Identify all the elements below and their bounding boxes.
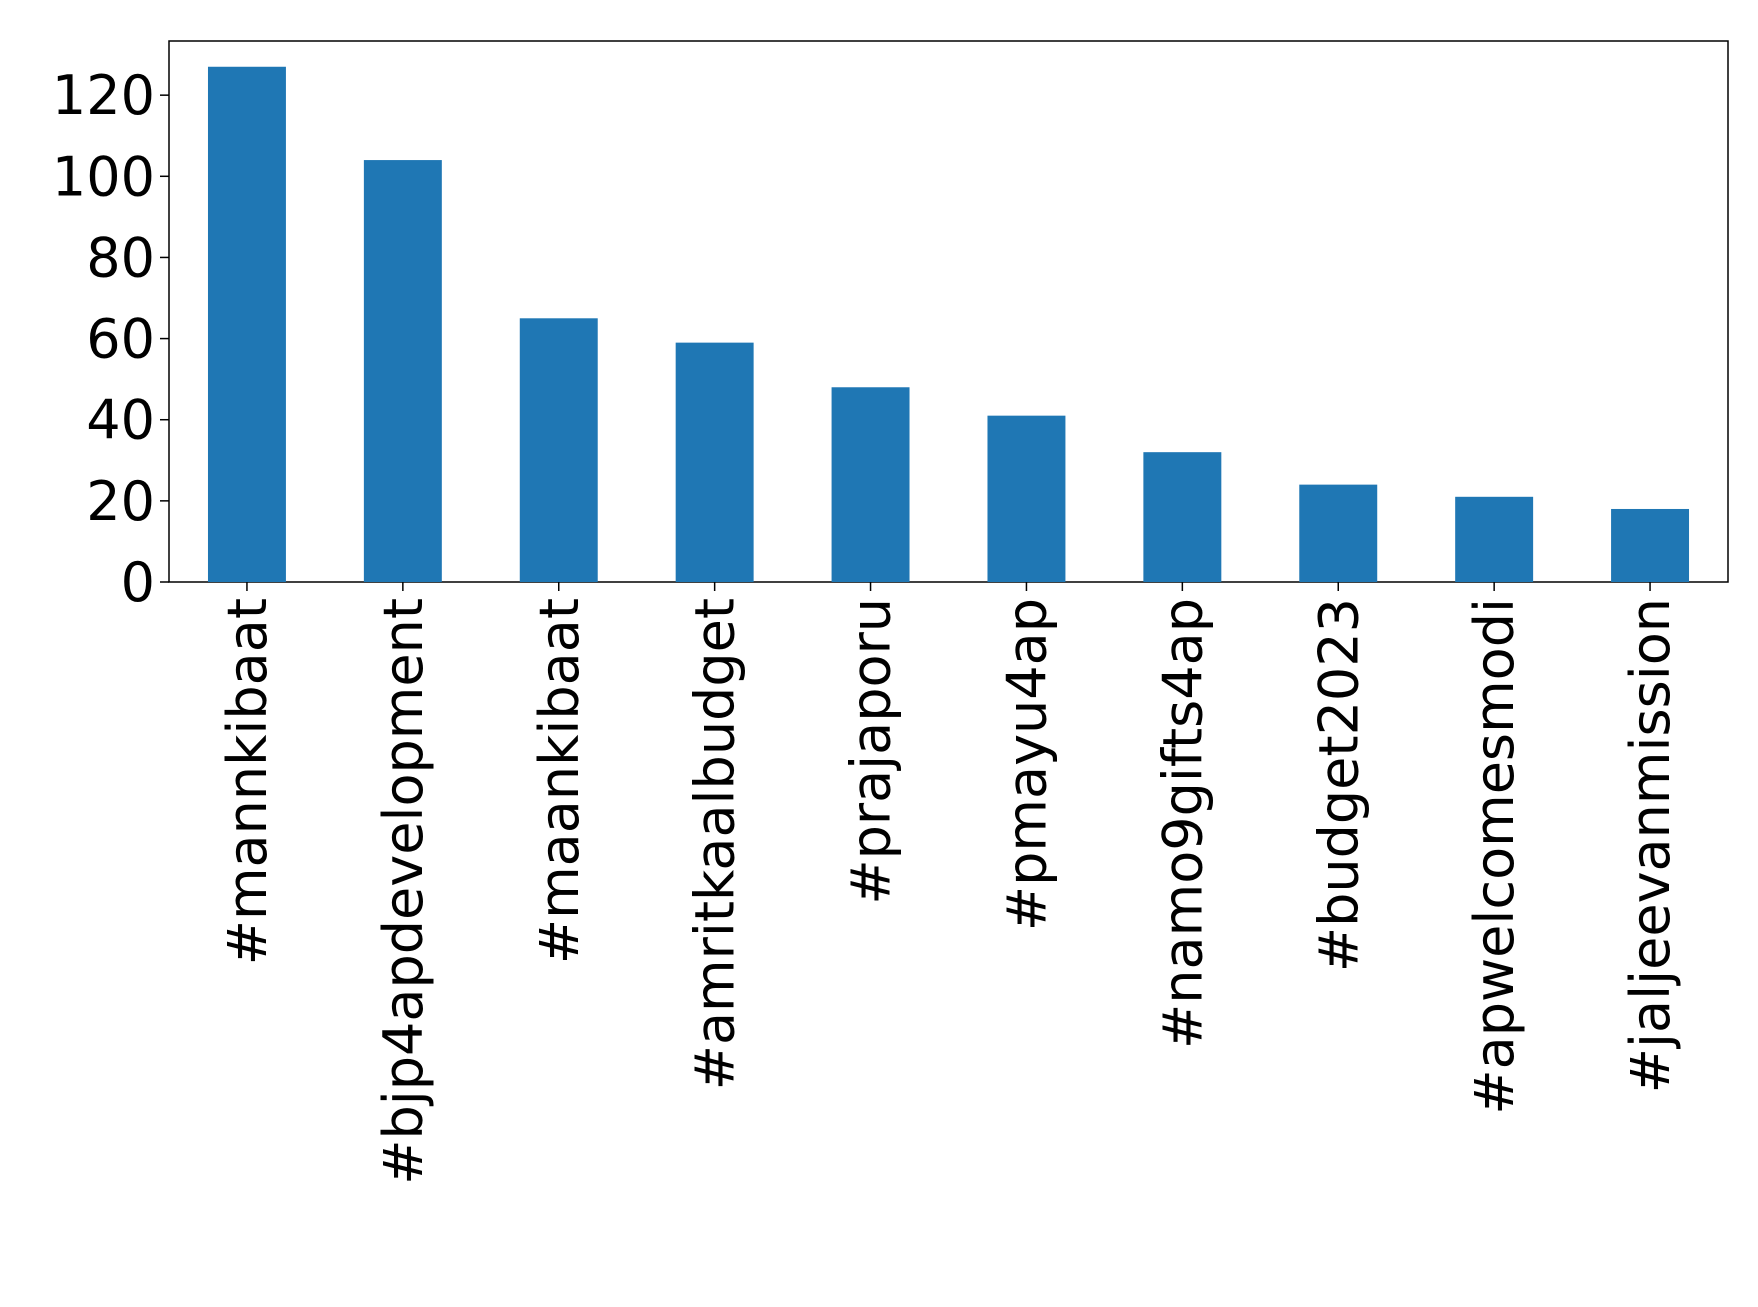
x-tick-label: #prajaporu [840,598,903,905]
x-tick-label: #mannkibaat [216,598,279,965]
x-tick-label: #amritkaalbudget [684,598,747,1090]
bar [207,66,286,582]
bar [1143,452,1222,582]
bar [519,318,598,582]
x-tick-label: #namo9gifts4ap [1151,598,1214,1049]
y-tick-label: 100 [52,145,155,208]
axes-frame [168,40,1729,583]
bar [1455,496,1534,582]
y-tick-label: 20 [86,470,155,533]
y-tick-label: 0 [121,551,155,614]
y-tick-label: 120 [52,64,155,127]
bar [831,387,910,582]
x-tick-label: #budget2023 [1307,598,1370,972]
bar [675,342,754,582]
x-tick-label: #maankibaat [528,598,591,964]
x-tick-label: #apwelcomesmodi [1463,598,1526,1115]
bar [1299,484,1378,582]
bar [363,160,442,582]
x-tick-label: #pmayu4ap [995,598,1058,931]
x-tick-label: #jaljeevanmission [1619,598,1682,1093]
x-tick-label: #bjp4apdevelopment [372,598,435,1185]
bar [987,415,1066,582]
y-tick-label: 80 [86,226,155,289]
y-tick-label: 60 [86,308,155,371]
y-tick-label: 40 [86,389,155,452]
bar [1611,508,1690,582]
